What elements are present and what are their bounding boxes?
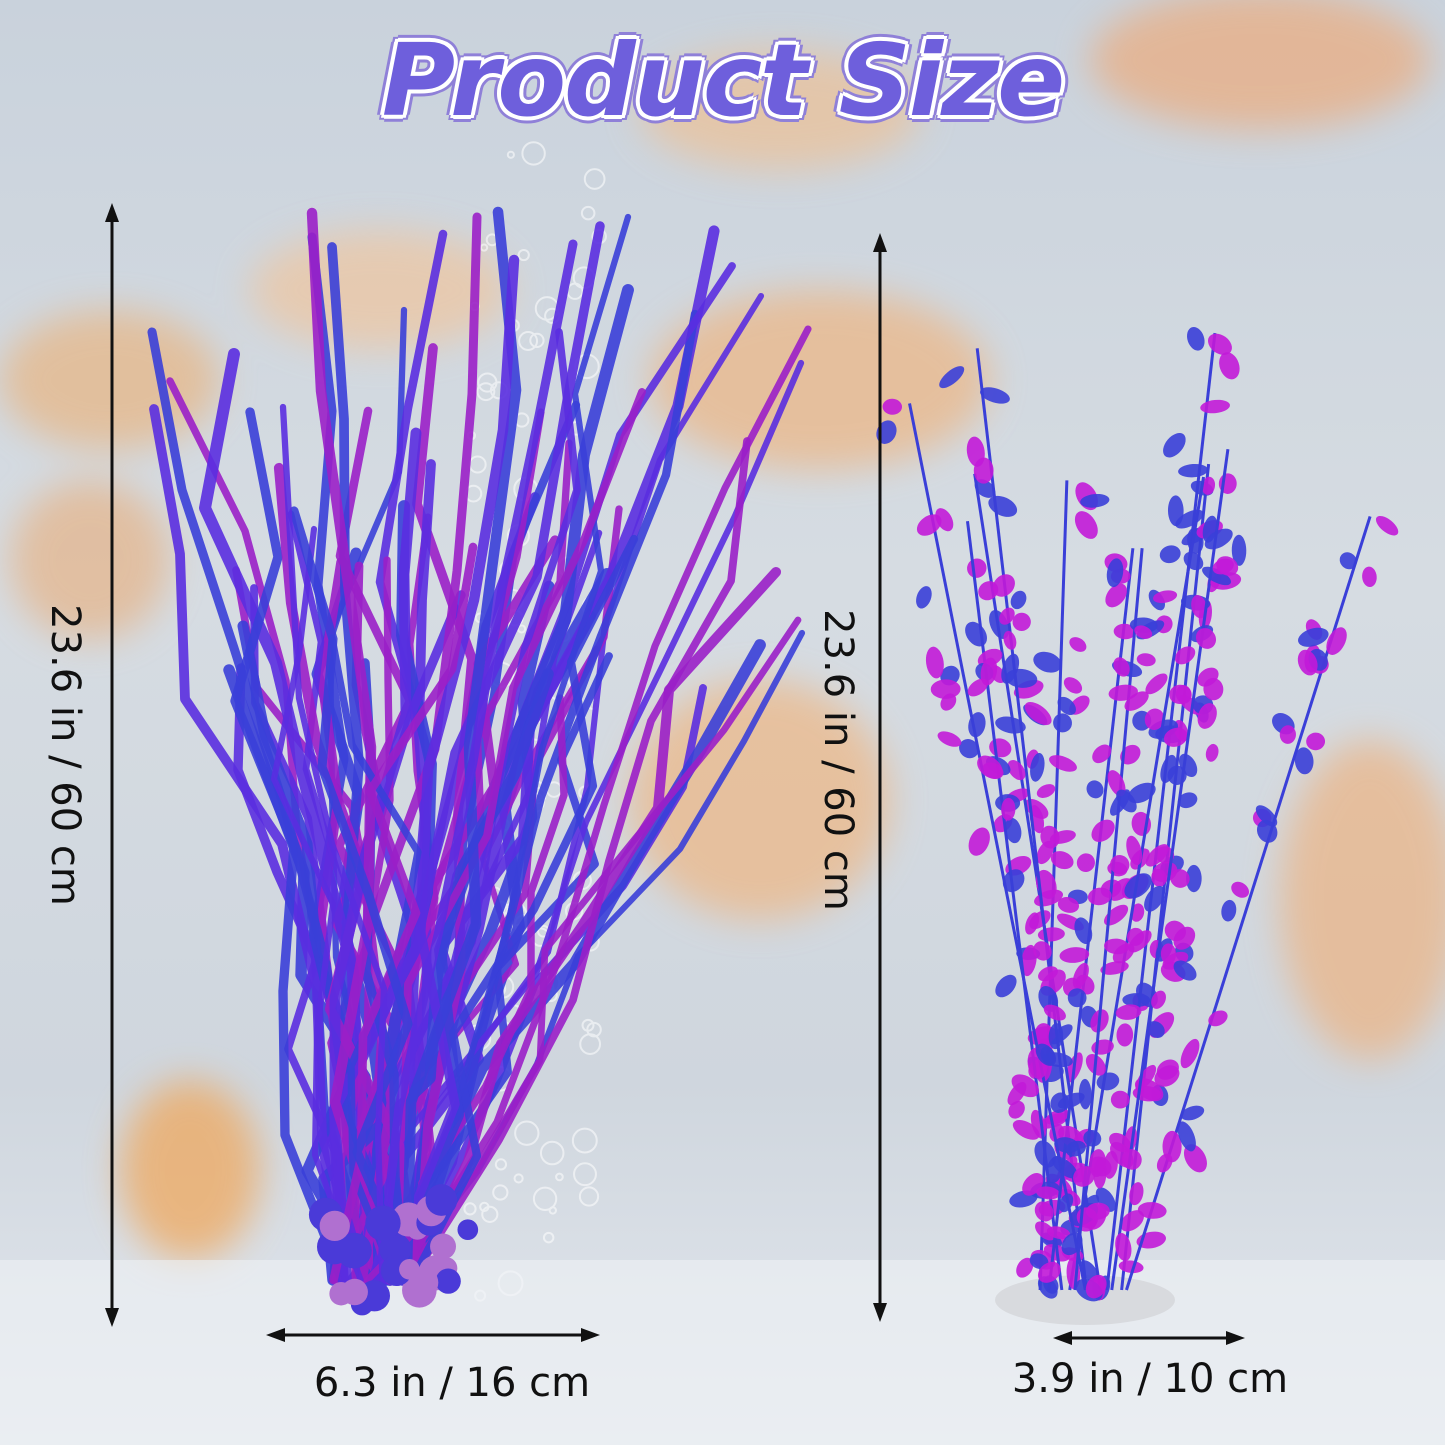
- right-width-label: 3.9 in / 10 cm: [1011, 1356, 1289, 1402]
- right-plant-image: [876, 326, 1399, 1325]
- dimension-arrows: [105, 203, 1245, 1345]
- right-height-label: 23.6 in / 60 cm: [815, 609, 861, 911]
- left-height-label: 23.6 in / 60 cm: [42, 604, 88, 906]
- left-width-label: 6.3 in / 16 cm: [313, 1360, 591, 1406]
- left-plant-image: [147, 206, 812, 1316]
- blurred-fish: [0, 0, 1445, 1260]
- page-title: Product Size: [381, 22, 1065, 139]
